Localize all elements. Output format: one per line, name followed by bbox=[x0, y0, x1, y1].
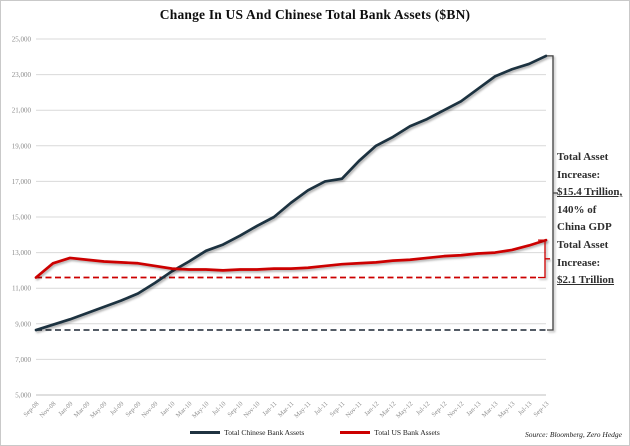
x-axis-tick-label: Jul-11 bbox=[313, 400, 329, 416]
y-axis-tick-label: 11,000 bbox=[12, 285, 31, 293]
x-axis-tick-label: Sep-12 bbox=[430, 400, 448, 418]
x-axis-tick-label: Nov-09 bbox=[140, 400, 159, 419]
x-axis-tick-label: May-09 bbox=[89, 400, 109, 420]
china-series-line bbox=[34, 54, 548, 332]
x-axis-tick-label: Sep-10 bbox=[226, 400, 244, 418]
legend-label-us: Total US Bank Assets bbox=[374, 428, 440, 437]
y-axis-tick-label: 17,000 bbox=[12, 178, 32, 186]
annotation-text-line: Increase: bbox=[557, 256, 601, 269]
y-axis-tick-label: 5,000 bbox=[15, 392, 31, 400]
annotation-text-line: Total Asset bbox=[557, 239, 609, 251]
annotation-text-line: Total Asset bbox=[557, 151, 609, 163]
annotation-text-line-underlined: $2.1 Trillion bbox=[557, 274, 615, 286]
x-axis-tick-label: Jan-13 bbox=[465, 400, 482, 417]
y-axis-tick-label: 19,000 bbox=[12, 142, 32, 150]
x-axis-tick-label: Sep-13 bbox=[532, 400, 550, 418]
y-axis-tick-label: 13,000 bbox=[12, 249, 32, 257]
x-axis-tick-label: Mar-11 bbox=[277, 400, 295, 418]
x-axis-tick-label: May-10 bbox=[191, 400, 211, 420]
y-axis-tick-label: 7,000 bbox=[15, 356, 31, 364]
x-axis-tick-label: Jul-09 bbox=[109, 400, 125, 416]
y-axis-tick-label: 21,000 bbox=[12, 107, 32, 115]
x-axis-tick-label: Sep-09 bbox=[124, 400, 142, 418]
x-axis-tick-label: Mar-09 bbox=[73, 400, 92, 419]
x-axis-tick-label: Nov-10 bbox=[242, 400, 261, 419]
us-increase-bracket bbox=[538, 239, 550, 279]
legend-item-us: Total US Bank Assets bbox=[340, 428, 440, 437]
x-axis-tick-label: May-12 bbox=[395, 400, 415, 420]
y-axis-tick-label: 15,000 bbox=[12, 214, 32, 222]
x-axis-tick-label: Jan-11 bbox=[261, 400, 278, 417]
x-axis-tick-label: May-11 bbox=[293, 400, 312, 419]
x-axis-tick-label: Jan-09 bbox=[57, 400, 74, 417]
annotation-text-line: Increase: bbox=[557, 168, 601, 181]
china-line-swatch bbox=[190, 431, 221, 434]
x-axis-tick-label: Nov-08 bbox=[38, 400, 57, 419]
chart-legend: Total Chinese Bank Assets Total US Bank … bbox=[1, 428, 629, 437]
legend-item-china: Total Chinese Bank Assets bbox=[190, 428, 304, 437]
x-axis-tick-label: Jul-10 bbox=[211, 400, 227, 416]
x-axis-tick-label: May-13 bbox=[497, 400, 517, 420]
x-axis-tick-label: Mar-13 bbox=[481, 400, 500, 419]
x-axis-tick-label: Jul-12 bbox=[415, 400, 431, 416]
legend-label-china: Total Chinese Bank Assets bbox=[224, 428, 305, 437]
us-line-swatch bbox=[340, 431, 371, 434]
x-axis-tick-label: Mar-10 bbox=[175, 400, 194, 419]
x-axis-tick-label: Jan-10 bbox=[159, 400, 176, 417]
x-axis-tick-label: Jan-12 bbox=[363, 400, 380, 417]
x-axis-tick-label: Sep-11 bbox=[329, 400, 347, 418]
china-increase-bracket bbox=[547, 55, 558, 331]
x-axis-tick-label: Sep-08 bbox=[22, 400, 40, 418]
x-axis-tick-label: Mar-12 bbox=[379, 400, 398, 419]
chart-title: Change In US And Chinese Total Bank Asse… bbox=[159, 7, 471, 22]
x-axis-tick-label: Jul-13 bbox=[517, 400, 533, 416]
annotation-us-total-asset-increase: Total Asset Increase: $2.1 Trillion bbox=[557, 237, 614, 290]
x-axis-tick-label: Nov-12 bbox=[446, 400, 465, 419]
annotation-china-total-asset-increase: Total Asset Increase: $15.4 Trillion, 14… bbox=[557, 149, 622, 237]
source-note: Source: Bloomberg, Zero Hedge bbox=[524, 430, 622, 439]
annotation-text-line: 140% of bbox=[557, 203, 597, 216]
y-axis-tick-label: 9,000 bbox=[15, 320, 31, 328]
x-axis-tick-label: Nov-11 bbox=[345, 400, 364, 419]
annotation-text-line: China GDP bbox=[557, 221, 612, 233]
y-axis-tick-label: 25,000 bbox=[12, 36, 32, 44]
y-axis-tick-label: 23,000 bbox=[12, 71, 32, 79]
us-series-line bbox=[34, 238, 548, 279]
annotation-text-line-underlined: $15.4 Trillion, bbox=[557, 186, 623, 198]
